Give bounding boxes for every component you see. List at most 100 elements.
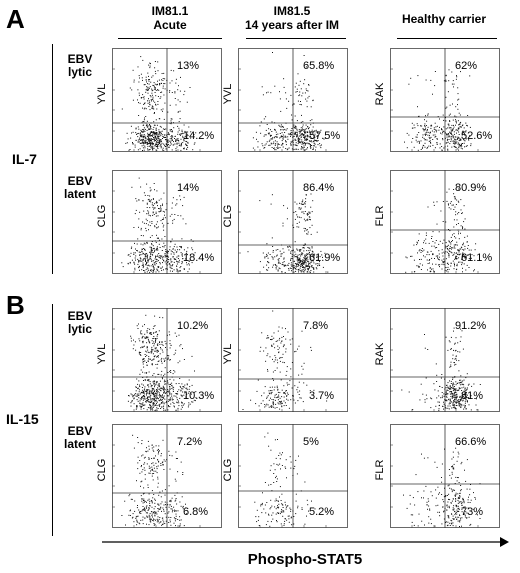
event-dot xyxy=(458,147,460,149)
event-dot xyxy=(467,507,469,509)
event-dot xyxy=(317,131,319,133)
event-dot xyxy=(132,99,134,101)
event-dot xyxy=(183,268,185,270)
event-dot xyxy=(446,396,448,398)
event-dot xyxy=(306,213,308,215)
event-dot xyxy=(293,260,295,262)
event-dot xyxy=(463,139,464,141)
event-dot xyxy=(434,247,436,249)
event-dot xyxy=(158,141,160,143)
event-dot xyxy=(146,141,148,143)
event-dot xyxy=(427,206,429,208)
event-dot xyxy=(278,124,280,126)
event-dot xyxy=(152,106,154,107)
event-dot xyxy=(450,387,452,388)
event-dot xyxy=(150,391,152,393)
event-dot xyxy=(276,463,278,465)
event-dot xyxy=(136,519,138,521)
event-dot xyxy=(453,505,455,507)
event-dot xyxy=(275,249,277,251)
event-dot xyxy=(469,494,471,496)
event-dot xyxy=(276,521,278,523)
event-dot xyxy=(435,489,437,491)
event-dot xyxy=(448,498,449,500)
event-dot xyxy=(455,511,457,513)
event-dot xyxy=(449,230,451,232)
event-dot xyxy=(150,99,152,101)
event-dot xyxy=(458,112,460,114)
event-dot xyxy=(423,137,425,139)
event-dot xyxy=(288,515,290,517)
event-dot xyxy=(295,513,297,515)
event-dot xyxy=(423,490,425,492)
event-dot xyxy=(135,139,137,141)
event-dot xyxy=(137,505,138,506)
event-dot xyxy=(420,251,422,253)
percent-upper-right: 7.8% xyxy=(303,320,329,332)
event-dot xyxy=(283,129,285,131)
event-dot xyxy=(297,386,299,388)
event-dot xyxy=(187,142,189,144)
event-dot xyxy=(163,390,165,392)
event-dot xyxy=(282,507,284,508)
flow-plot-canvas xyxy=(112,48,222,152)
event-dot xyxy=(260,346,262,348)
event-dot xyxy=(167,504,169,506)
event-dot xyxy=(169,138,171,140)
event-dot xyxy=(157,96,159,97)
event-dot xyxy=(171,139,173,141)
panel-letter-b: B xyxy=(6,290,25,320)
event-dot xyxy=(435,240,437,241)
event-dot xyxy=(163,224,165,226)
event-dot xyxy=(162,464,164,466)
percent-upper-right: 62% xyxy=(455,60,478,72)
event-dot xyxy=(146,337,148,339)
event-dot xyxy=(459,114,461,116)
event-dot xyxy=(453,209,455,210)
event-dot xyxy=(457,390,459,391)
event-dot xyxy=(305,262,307,264)
percent-upper-right: 5% xyxy=(303,436,319,448)
event-dot xyxy=(154,384,156,386)
event-dot xyxy=(461,247,463,249)
event-dot xyxy=(136,399,138,401)
event-dot xyxy=(448,399,450,401)
event-dot xyxy=(194,370,195,372)
event-dot xyxy=(161,130,163,132)
event-dot xyxy=(276,481,278,482)
event-dot xyxy=(436,138,438,139)
event-dot xyxy=(450,519,452,521)
event-dot xyxy=(450,488,452,490)
event-dot xyxy=(168,146,170,148)
event-dot xyxy=(153,383,155,385)
event-dot xyxy=(307,269,309,271)
event-dot xyxy=(129,262,131,264)
event-dot xyxy=(278,396,280,398)
event-dot xyxy=(456,390,458,392)
event-dot xyxy=(146,88,148,90)
event-dot xyxy=(270,507,272,509)
event-dot xyxy=(270,135,272,137)
event-dot xyxy=(311,145,312,146)
event-dot xyxy=(449,525,451,526)
event-dots xyxy=(127,314,197,411)
event-dot xyxy=(261,86,263,88)
event-dot xyxy=(453,392,455,394)
event-dot xyxy=(300,148,302,150)
event-dot xyxy=(143,96,145,98)
event-dot xyxy=(154,499,156,501)
event-dot xyxy=(459,405,461,407)
event-dot xyxy=(171,130,173,132)
event-dot xyxy=(146,261,148,263)
event-dot xyxy=(457,402,459,403)
event-dot xyxy=(303,262,305,264)
event-dot xyxy=(417,491,419,493)
event-dot xyxy=(456,139,458,140)
event-dot xyxy=(157,356,159,358)
event-dot xyxy=(278,506,280,508)
event-dot xyxy=(285,467,287,469)
event-dot xyxy=(309,218,311,220)
event-dot xyxy=(300,133,302,135)
event-dot xyxy=(135,349,137,351)
event-dot xyxy=(181,129,183,131)
